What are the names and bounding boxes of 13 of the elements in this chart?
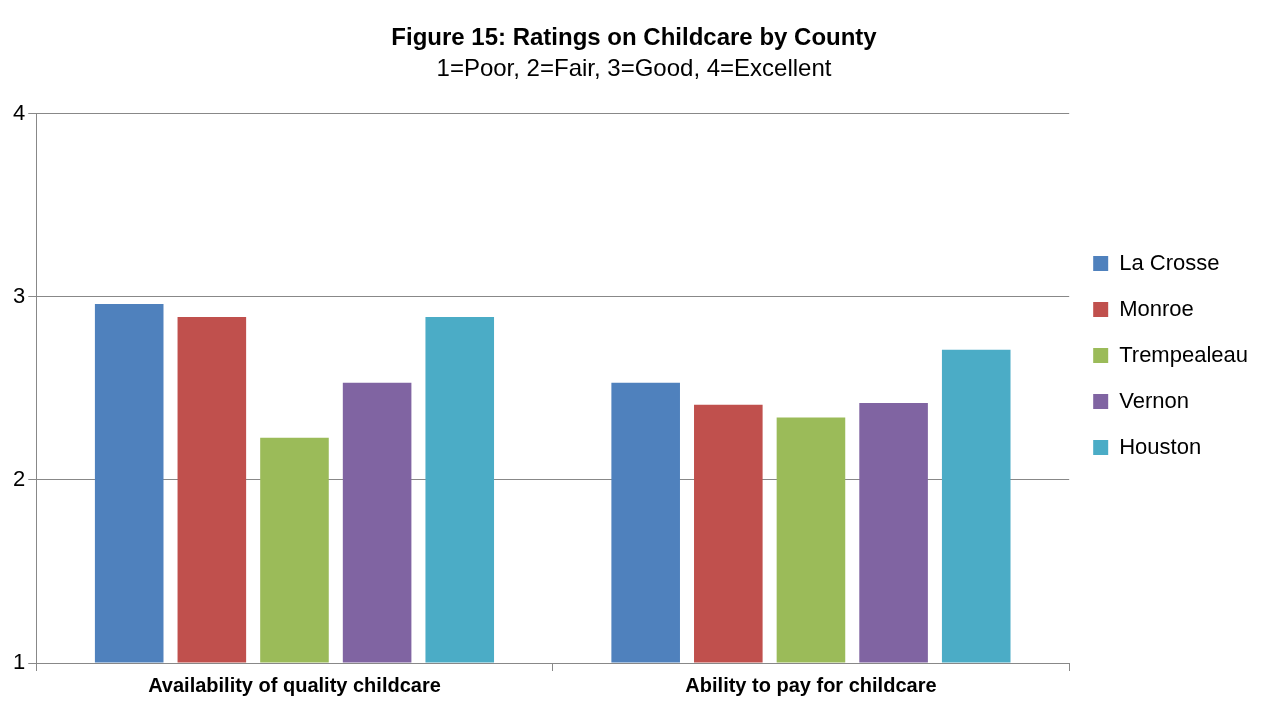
x-tick-label: Availability of quality childcare bbox=[148, 673, 441, 696]
legend-label: La Crosse bbox=[1119, 249, 1220, 275]
legend-label: Trempealeau bbox=[1119, 341, 1248, 367]
x-tick-label: Ability to pay for childcare bbox=[685, 673, 937, 696]
chart-title: Figure 15: Ratings on Childcare by County bbox=[391, 23, 878, 51]
y-tick-label: 2 bbox=[12, 465, 26, 491]
chart-subtitle: 1=Poor, 2=Fair, 3=Good, 4=Excellent bbox=[436, 53, 832, 81]
legend-label: Monroe bbox=[1119, 295, 1194, 321]
y-tick-label: 1 bbox=[12, 649, 26, 675]
legend-label: Vernon bbox=[1119, 387, 1189, 413]
legend-label: Houston bbox=[1119, 433, 1202, 459]
y-tick-label: 4 bbox=[12, 99, 26, 125]
y-tick-label: 3 bbox=[12, 282, 26, 308]
